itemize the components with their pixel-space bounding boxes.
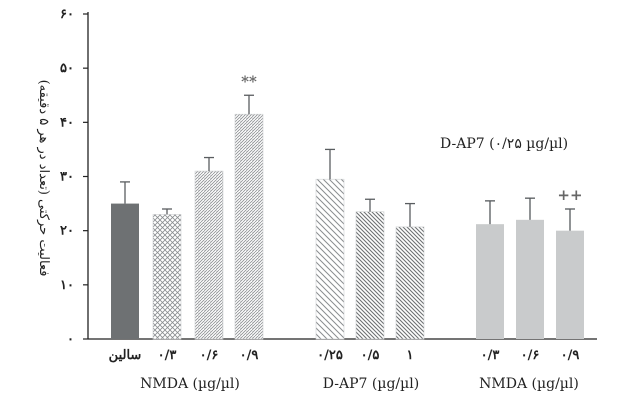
category-label: سالین xyxy=(109,348,142,363)
y-tick-label: ۱۰ xyxy=(60,278,74,293)
group-label: NMDA (µg/µl) xyxy=(140,376,240,392)
bar xyxy=(152,214,182,340)
y-axis-label: فعالیت حرکتی (تعداد در هر ۵ دقیقه) xyxy=(36,80,51,277)
category-label: ۰/۶ xyxy=(521,348,540,363)
y-tick-label: ۲۰ xyxy=(60,224,74,239)
y-tick-label: ۳۰ xyxy=(60,170,74,185)
group-label: D-AP7 (µg/µl) xyxy=(323,376,419,392)
y-tick-label: ۰ xyxy=(67,332,74,347)
bars: ** ++ xyxy=(111,72,584,340)
bar xyxy=(355,211,385,340)
category-label: ۰/۵ xyxy=(361,348,380,363)
bar xyxy=(476,224,504,339)
category-labels: سالین ۰/۳ ۰/۶ ۰/۹ ۰/۲۵ ۰/۵ ۱ ۰/۳ ۰/۶ ۰/۹ xyxy=(109,348,580,363)
significance-marker: ++ xyxy=(557,186,582,204)
bar xyxy=(556,230,584,339)
category-label: ۰/۶ xyxy=(200,348,219,363)
category-label: ۰/۳ xyxy=(481,348,500,363)
y-tick-label: ۴۰ xyxy=(60,115,74,130)
bar xyxy=(234,113,264,340)
chart-annotation: D-AP7 (۰/۲۵ µg/µl) xyxy=(440,136,568,152)
bar xyxy=(395,226,425,340)
y-ticks: ۰ ۱۰ ۲۰ ۳۰ ۴۰ ۵۰ ۶۰ xyxy=(60,7,88,347)
bar xyxy=(315,178,345,340)
bar xyxy=(111,203,139,339)
y-tick-label: ۶۰ xyxy=(60,7,74,22)
y-tick-label: ۵۰ xyxy=(60,61,74,76)
bar xyxy=(194,170,224,340)
category-label: ۰/۹ xyxy=(561,348,580,363)
group-label: NMDA (µg/µl) xyxy=(479,376,579,392)
category-label: ۱ xyxy=(407,348,414,363)
category-label: ۰/۲۵ xyxy=(317,348,343,363)
significance-marker: ** xyxy=(241,72,257,90)
category-label: ۰/۳ xyxy=(158,348,177,363)
group-labels: NMDA (µg/µl) D-AP7 (µg/µl) NMDA (µg/µl) xyxy=(140,376,579,392)
bar xyxy=(516,219,544,339)
category-label: ۰/۹ xyxy=(240,348,259,363)
